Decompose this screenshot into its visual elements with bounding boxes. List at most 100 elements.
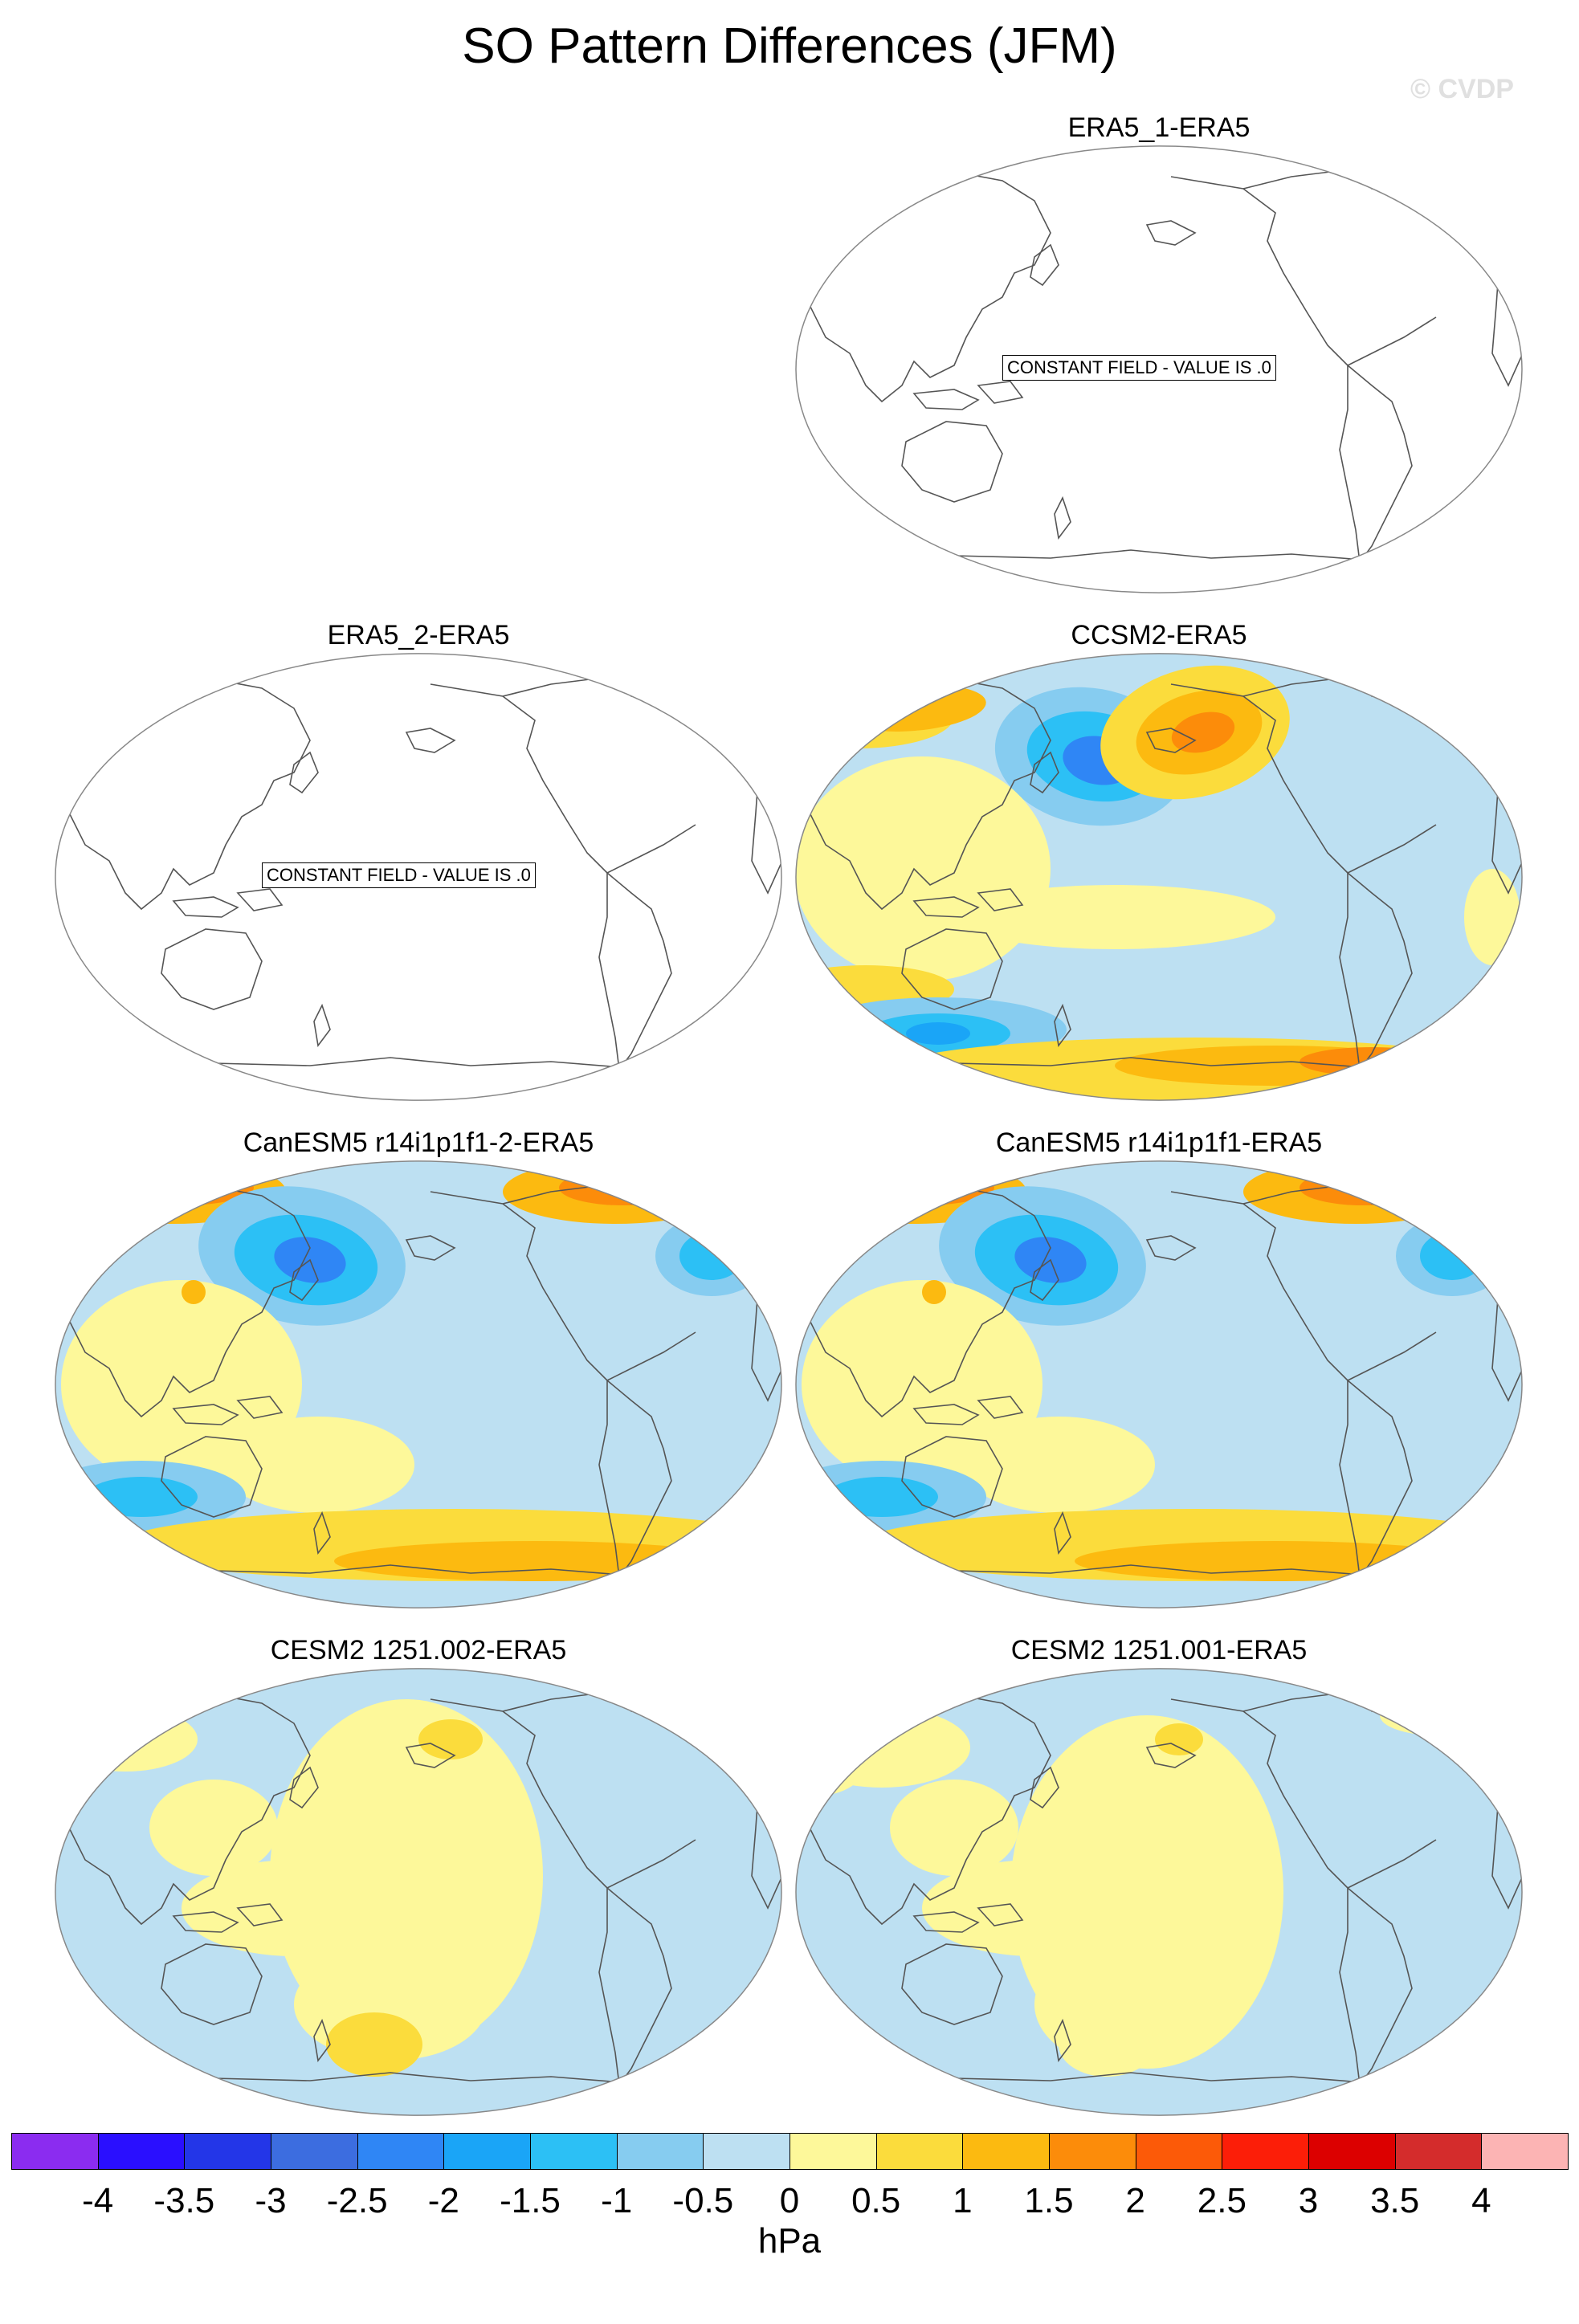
anomaly-contour [182, 1860, 406, 1956]
colorbar-tick-label: -1 [601, 2181, 633, 2220]
anomaly-contour [1420, 1232, 1484, 1280]
coastline [313, 1003, 331, 1047]
coastline [289, 1258, 319, 1302]
coastline [405, 728, 456, 753]
map-border [795, 1160, 1523, 1608]
coastline [751, 755, 782, 895]
map-panel-era5-1: ERA5_1-ERA5 CONSTANT FIELD - VALUE IS .0 [794, 112, 1524, 610]
coastline [1030, 1766, 1059, 1809]
robinson-map [795, 145, 1523, 593]
coastline [809, 1690, 1051, 1926]
anomaly-contour [795, 653, 1523, 1101]
colorbar-swatch [1049, 2133, 1136, 2170]
anomaly-contour [922, 1280, 946, 1304]
coastline [977, 1396, 1024, 1419]
coastline [809, 168, 1051, 403]
colorbar-tick-label: -3.5 [153, 2181, 215, 2220]
colorbar-tick-label: 2 [1125, 2181, 1145, 2220]
map-panel-ccsm2: CCSM2-ERA5 [794, 620, 1524, 1118]
robinson-map [795, 1160, 1523, 1608]
coastline [901, 421, 1003, 503]
anomaly-contour [1300, 1047, 1444, 1076]
coastline [289, 1766, 319, 1809]
colorbar-swatch [1481, 2133, 1569, 2170]
colorbar-swatch [530, 2133, 618, 2170]
anomaly-contour [1243, 1160, 1468, 1224]
coastline [912, 896, 980, 918]
colorbar-swatch [1394, 2133, 1483, 2170]
anomaly-contour [1155, 1723, 1203, 1755]
anomaly-contour [55, 1707, 198, 1772]
coastline [161, 928, 263, 1010]
coastline [1145, 728, 1197, 753]
anomaly-contour [1344, 1178, 1400, 1197]
anomaly-contour [878, 1178, 950, 1197]
colorbar-tick-label: -2 [427, 2181, 459, 2220]
coastline [313, 1511, 331, 1555]
map-panel-cesm2-001: CESM2 1251.001-ERA5 [794, 1635, 1524, 2133]
coastline [1030, 243, 1059, 287]
coastline [172, 896, 239, 918]
coastline [1354, 158, 1438, 194]
coastline [977, 381, 1024, 404]
anomaly-contour [795, 756, 1051, 981]
map-border [55, 1160, 782, 1608]
robinson-map [55, 1668, 782, 2116]
coastline [405, 1235, 456, 1261]
colorbar-tick-label: 4 [1471, 2181, 1491, 2220]
coastline [1054, 1511, 1071, 1555]
panel-title: CCSM2-ERA5 [1071, 620, 1247, 650]
coastline [161, 1943, 263, 2025]
colorbar-swatch [443, 2133, 531, 2170]
coastline [1170, 176, 1437, 366]
colorbar-tick-label: 3 [1298, 2181, 1319, 2220]
coastline [68, 675, 311, 911]
coastline [1339, 364, 1413, 565]
coastline [809, 1183, 1051, 1418]
anomaly-contour [334, 1541, 736, 1581]
coastline [1170, 1698, 1437, 1889]
anomaly-contour [954, 885, 1275, 949]
map-panel-era5-2: ERA5_2-ERA5 CONSTANT FIELD - VALUE IS .0 [53, 620, 784, 1118]
anomaly-contour [890, 1780, 1018, 1876]
coastline [1170, 1191, 1437, 1381]
coastline [172, 1404, 239, 1425]
panel-title: CanESM5 r14i1p1f1-2-ERA5 [243, 1127, 594, 1158]
constant-field-label: CONSTANT FIELD - VALUE IS .0 [1002, 355, 1276, 381]
colorbar-tick-label: -2.5 [326, 2181, 388, 2220]
coastline [598, 1886, 672, 2087]
panel-title: CanESM5 r14i1p1f1-ERA5 [995, 1127, 1323, 1158]
anomaly-contour [679, 1232, 744, 1280]
coastline [1170, 683, 1437, 874]
anomaly-contour [1464, 869, 1520, 965]
anomaly-contour [906, 1022, 970, 1045]
coastline [1145, 1235, 1197, 1261]
coastline [1145, 1743, 1197, 1768]
map-panel-canesm5-2: CanESM5 r14i1p1f1-2-ERA5 [53, 1127, 784, 1625]
coastline [1491, 247, 1523, 387]
coastline [977, 1903, 1024, 1926]
coastline [1339, 871, 1413, 1072]
coastline [313, 2018, 331, 2062]
colorbar-tick-label: -4 [82, 2181, 114, 2220]
colorbar-tick-label: -1.5 [500, 2181, 561, 2220]
coastline [977, 888, 1024, 911]
colorbar-swatch [184, 2133, 271, 2170]
colorbar-tick-label: 1 [953, 2181, 973, 2220]
anomaly-contour [222, 1417, 414, 1513]
anomaly-contour [1380, 1695, 1492, 1735]
colorbar-swatch [97, 2133, 186, 2170]
coastline [1030, 751, 1059, 794]
map-border [795, 1668, 1523, 2116]
coastline [1054, 2018, 1071, 2062]
coastline [289, 751, 319, 794]
coastline [1054, 1003, 1071, 1047]
anomaly-contour [922, 1860, 1147, 1956]
coastline [1145, 220, 1197, 246]
credit-watermark: © CVDP [1410, 74, 1514, 104]
map-border [55, 1668, 782, 2116]
coastline [598, 871, 672, 1072]
colorbar-swatch [271, 2133, 358, 2170]
coastline [68, 1690, 311, 1926]
anomaly-contour [503, 1160, 728, 1224]
